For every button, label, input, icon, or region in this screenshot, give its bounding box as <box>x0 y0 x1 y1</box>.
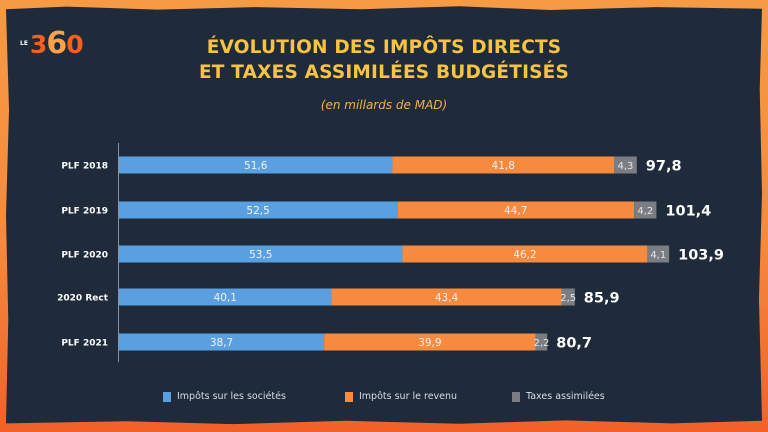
bar-segment-revenu <box>402 245 648 263</box>
bar-segment-societes <box>119 156 393 174</box>
category-label: PLF 2019 <box>61 207 108 217</box>
data-label-revenu: 41,8 <box>492 160 515 172</box>
chart-title-line-1: ÉVOLUTION DES IMPÔTS DIRECTS <box>206 37 562 58</box>
data-label-taxes: 4,1 <box>650 250 666 261</box>
legend-item-societes: Impôts sur les sociétés <box>163 391 286 402</box>
bar-segment-taxes <box>634 201 657 219</box>
logo-digit-0: 0 <box>66 30 83 59</box>
legend-swatch-revenu <box>345 391 353 402</box>
data-label-taxes: 4,3 <box>617 161 633 172</box>
bar-segment-societes <box>119 288 332 306</box>
data-label-taxes: 2,5 <box>560 293 576 304</box>
data-label-societes: 53,5 <box>249 249 272 261</box>
bar-segment-revenu <box>324 333 536 351</box>
total-label: 103,9 <box>678 248 724 264</box>
logo-prefix: LE <box>20 40 28 47</box>
legend-swatch-taxes <box>512 391 520 402</box>
bar-segment-taxes <box>614 156 637 174</box>
data-label-taxes: 2,2 <box>533 338 549 349</box>
total-label: 85,9 <box>584 291 620 307</box>
logo-digit-6: 6 <box>46 26 67 61</box>
data-label-societes: 52,5 <box>246 205 269 217</box>
data-label-revenu: 43,4 <box>435 292 459 304</box>
logo-number: 360 <box>29 26 84 61</box>
bar-segment-taxes <box>535 333 548 351</box>
data-label-revenu: 39,9 <box>418 337 441 349</box>
legend-item-revenu: Impôts sur le revenu <box>345 391 457 402</box>
legend-label-taxes: Taxes assimilées <box>526 391 605 402</box>
logo-digit-3: 3 <box>29 30 47 59</box>
category-label: 2020 Rect <box>57 294 109 304</box>
bar-segment-societes <box>119 333 325 351</box>
bar-segment-taxes <box>647 245 670 263</box>
bar-segment-taxes <box>561 288 575 306</box>
data-label-revenu: 46,2 <box>513 249 536 261</box>
data-label-societes: 40,1 <box>214 292 237 304</box>
category-label: PLF 2020 <box>61 251 108 261</box>
legend-swatch-societes <box>163 391 171 402</box>
legend-item-taxes: Taxes assimilées <box>512 391 605 402</box>
legend-label-revenu: Impôts sur le revenu <box>359 391 458 402</box>
total-label: 97,8 <box>646 159 682 175</box>
legend: Impôts sur les sociétés Impôts sur le re… <box>0 391 768 405</box>
chart-subtitle: (en millards de MAD) <box>320 98 448 112</box>
data-label-societes: 51,6 <box>244 160 268 172</box>
bar-segment-societes <box>119 201 398 219</box>
data-label-societes: 38,7 <box>210 337 233 349</box>
bar-segment-revenu <box>392 156 615 174</box>
bar-segment-societes <box>119 245 403 263</box>
total-label: 101,4 <box>665 204 711 220</box>
category-label: PLF 2021 <box>61 339 108 349</box>
category-label: PLF 2018 <box>61 162 108 172</box>
data-label-taxes: 4,2 <box>637 206 653 217</box>
bar-segment-revenu <box>331 288 562 306</box>
le360-logo: LE 360 <box>20 26 84 61</box>
chart-title-line-2: ET TAXES ASSIMILÉES BUDGÉTISÉS <box>198 62 570 83</box>
data-label-revenu: 44,7 <box>504 205 527 217</box>
legend-label-societes: Impôts sur les sociétés <box>177 391 286 402</box>
bar-segment-revenu <box>397 201 635 219</box>
total-label: 80,7 <box>556 336 592 352</box>
